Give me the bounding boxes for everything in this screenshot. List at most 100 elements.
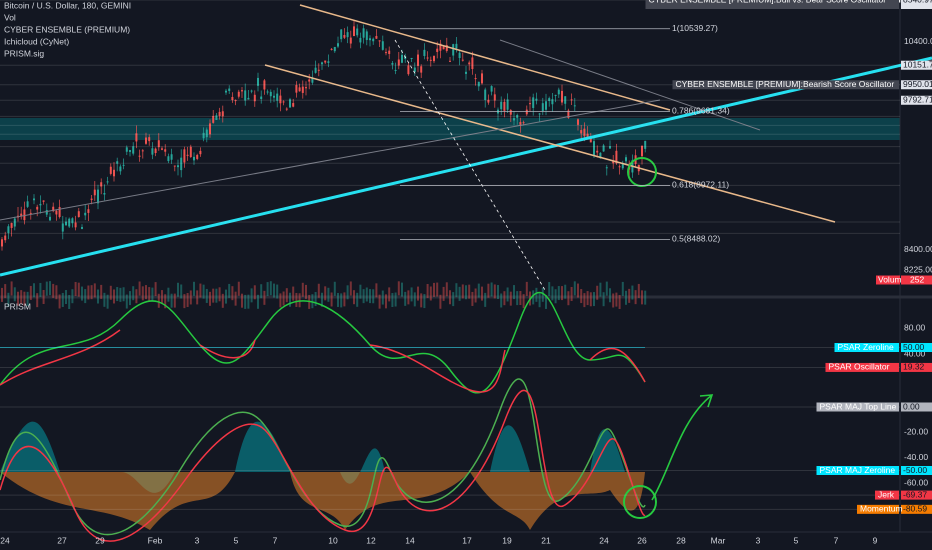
volume-bar [237,281,240,296]
candle-body [301,86,304,93]
price-badge [901,80,932,90]
volume-bar [375,283,378,298]
volume-bar [535,287,538,302]
volume-bar [215,288,218,303]
candle-body [573,105,576,107]
volume-bar [356,292,359,307]
candle-body [554,94,557,96]
volume-bar [196,290,199,305]
candle-body [548,98,551,102]
candle-body [90,198,93,200]
volume-bar [183,294,186,309]
candle-body [541,103,544,112]
candle-body [244,90,247,101]
candle-body [29,212,32,214]
volume-bar [353,290,355,305]
candle-body [10,223,13,228]
price-badge-text: 9792.71 [903,95,932,105]
volume-bar [340,293,343,308]
volume-bar [349,281,352,296]
volume-bar [637,283,640,298]
pane-title: PRISM [4,301,31,311]
candle-body [522,122,525,124]
candle-body [93,189,96,196]
series-badge-name: PSAR Zeroline [838,342,894,352]
volume-bar [509,291,512,306]
candle-body [116,161,119,164]
candle-body [234,100,237,102]
candle-body [583,128,586,137]
volume-bar [573,281,576,296]
candle-body [4,235,7,241]
trend-line [0,56,932,277]
candle-body [106,181,109,183]
price-badge [901,60,932,70]
volume-bar [148,287,151,302]
volume-bar [77,282,80,297]
volume-bar [369,289,371,304]
candle-body [321,62,323,65]
candle-body [346,32,349,38]
candle-body [602,145,605,152]
volume-bar [269,281,272,296]
volume-bar [429,286,432,301]
candle-body [532,97,535,108]
fib-label: 0.786(9681.34) [672,106,730,116]
volume-bar [426,283,429,298]
volume-bar [10,281,13,296]
volume-bar [106,294,109,309]
candle-body [65,221,67,226]
trend-line [299,4,671,111]
volume-bar [545,294,547,309]
candle-body [7,226,10,233]
volume-bar [49,281,51,296]
volume-bar [39,282,42,297]
volume-bar [71,289,74,304]
date-tick-label: 26 [637,535,647,545]
candle-body [461,59,464,61]
candle-body [161,148,163,150]
volume-bar [141,286,144,301]
date-tick-label: 5 [794,535,799,545]
price-badge-text: 8540.97 [903,0,932,4]
osc-green [0,378,646,536]
candle-body [129,150,131,152]
volume-bar [551,286,554,301]
candle-body [279,95,282,104]
series-badge [875,490,899,500]
candle-body [23,209,26,221]
volume-bar [87,285,90,300]
candle-body [125,147,128,152]
date-tick-label: Feb [148,535,163,545]
candle-body [420,66,423,73]
candle-body [506,99,509,110]
candle-body [525,109,528,115]
candle-body [141,150,144,152]
volume-bar [116,287,119,302]
volume-bar [641,290,643,305]
volume-bar [234,291,237,306]
series-badge [857,504,899,514]
date-tick-label: 29 [95,535,105,545]
volume-bar [458,286,461,301]
volume-bar [26,291,29,306]
candle-body [26,201,29,207]
date-tick-label: 24 [599,535,609,545]
candle-body [385,52,387,54]
candle-body [413,67,416,72]
volume-bar [81,286,83,301]
candle-body [458,52,461,58]
candle-body [353,26,355,37]
volume-bar [36,293,39,308]
candle-body [74,222,77,228]
date-tick-label: 3 [195,535,200,545]
candle-body [490,86,493,92]
date-tick-label: 5 [234,535,239,545]
volume-bar [471,291,474,306]
series-badge [834,343,899,352]
candle-body [218,111,221,117]
candle-body [295,85,298,93]
candle-body [241,90,243,92]
candle-body [426,57,429,59]
candle-body [122,164,125,166]
